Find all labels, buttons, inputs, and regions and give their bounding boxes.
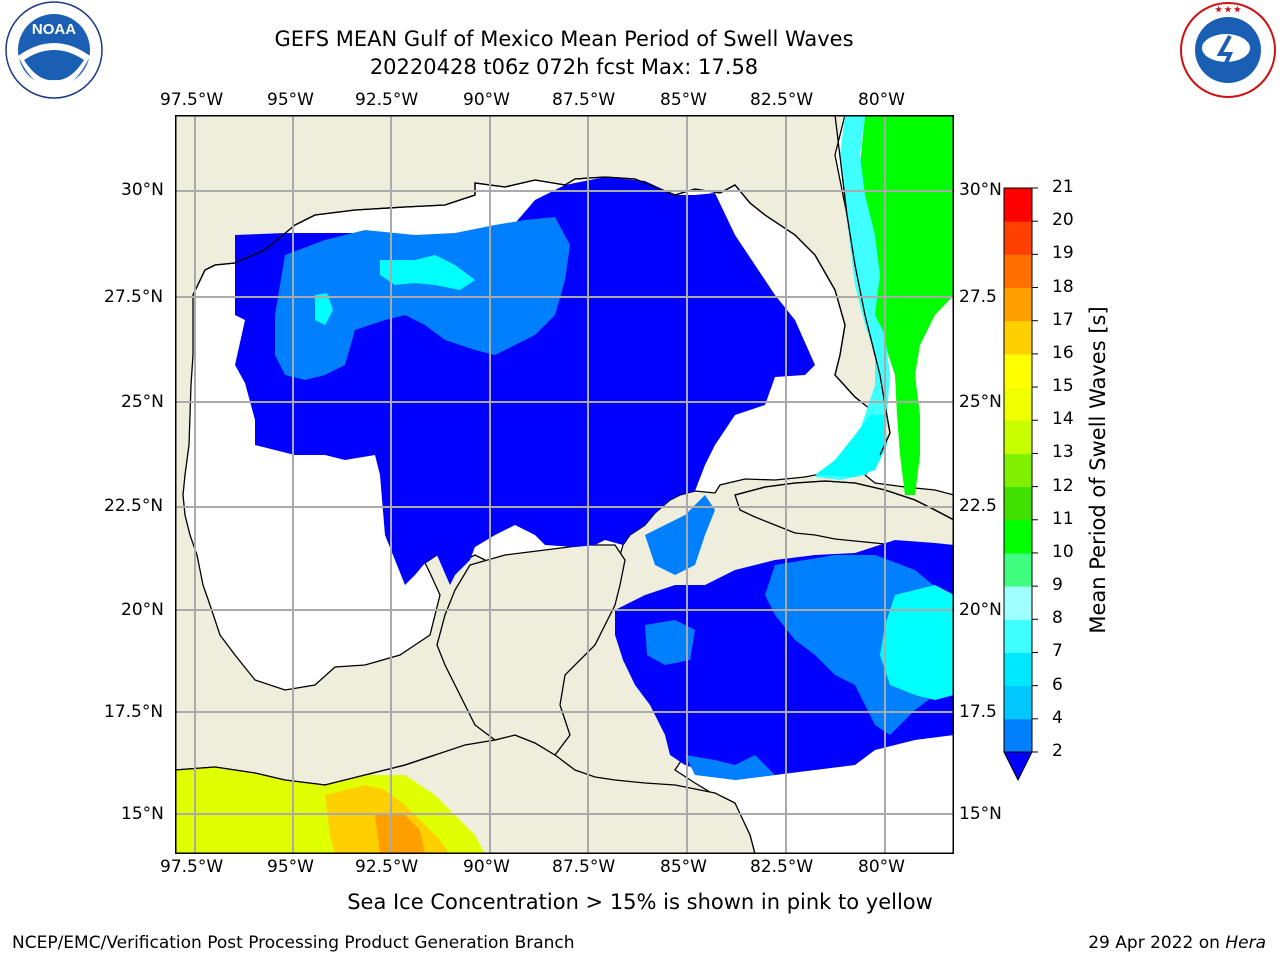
colorbar-tick-label: 14 [1052, 409, 1074, 430]
noaa-logo: NOAA [5, 1, 103, 99]
colorbar-tick-label: 15 [1052, 376, 1074, 397]
lon-label-top: 90°W [463, 90, 510, 110]
lon-label-bottom: 85°W [660, 857, 707, 877]
colorbar-frame [1003, 187, 1033, 753]
colorbar-tick-label: 19 [1052, 243, 1074, 264]
colorbar-tick-label: 16 [1052, 342, 1074, 363]
colorbar-band [1004, 486, 1032, 521]
colorbar-tick-label: 8 [1052, 608, 1063, 629]
colorbar-band [1004, 254, 1032, 289]
colorbar-tick-label: 17 [1052, 309, 1074, 330]
lon-label-top: 97.5°W [160, 90, 224, 110]
lat-label-right: 30°N [959, 180, 1002, 200]
lon-label-bottom: 90°W [463, 857, 510, 877]
lon-label-bottom: 97.5°W [160, 857, 224, 877]
lon-label-bottom: 82.5°W [750, 857, 814, 877]
lat-label-right: 27.5 [959, 287, 997, 307]
colorbar-band [1004, 552, 1032, 587]
credit-text: NCEP/EMC/Verification Post Processing Pr… [12, 933, 575, 953]
colorbar [1003, 187, 1038, 782]
host-label: Hera [1225, 933, 1266, 953]
colorbar-band [1004, 188, 1032, 222]
lat-label-left: 22.5°N [104, 496, 164, 516]
colorbar-band [1004, 287, 1032, 322]
lon-label-top: 85°W [660, 90, 707, 110]
lon-label-top: 95°W [267, 90, 314, 110]
nws-logo: ★ ★ ★ [1180, 2, 1276, 98]
lat-label-left: 30°N [121, 180, 164, 200]
colorbar-tick-label: 2 [1052, 741, 1063, 761]
swell-fill [175, 115, 954, 854]
colorbar-tick-label: 9 [1052, 575, 1063, 596]
colorbar-tick-label: 12 [1052, 475, 1074, 496]
lon-label-bottom: 95°W [267, 857, 314, 877]
colorbar-band [1004, 619, 1032, 653]
map-frame [175, 115, 954, 854]
colorbar-band [1004, 221, 1032, 255]
lat-label-right: 15°N [959, 804, 1002, 824]
graticule [175, 115, 954, 854]
colorbar-band [1004, 519, 1032, 554]
colorbar-tick-label: 11 [1052, 508, 1074, 529]
noaa-logo-text: NOAA [32, 21, 76, 38]
colorbar-label: Mean Period of Swell Waves [s] [1086, 306, 1110, 634]
lat-label-right: 25°N [959, 392, 1002, 412]
lon-label-top: 80°W [858, 90, 905, 110]
lat-label-left: 25°N [121, 392, 164, 412]
sea-ice-note: Sea Ice Concentration > 15% is shown in … [347, 890, 933, 914]
chart-subtitle: 20220428 t06z 072h fcst Max: 17.58 [369, 55, 759, 79]
colorbar-tick-label: 7 [1052, 641, 1063, 662]
lat-label-right: 17.5 [959, 702, 997, 722]
lat-label-left: 20°N [121, 600, 164, 620]
lat-label-left: 15°N [121, 804, 164, 824]
colorbar-band [1004, 420, 1032, 454]
colorbar-band [1004, 652, 1032, 687]
colorbar-extension [1003, 751, 1033, 782]
lat-label-right: 22.5 [959, 496, 997, 516]
colorbar-tick-label: 13 [1052, 442, 1074, 463]
lon-label-top: 82.5°W [750, 90, 814, 110]
colorbar-band [1004, 453, 1032, 488]
lon-label-top: 87.5°W [552, 90, 616, 110]
lon-label-bottom: 92.5°W [355, 857, 419, 877]
gulf-map [175, 115, 954, 854]
footnote-wrap: Sea Ice Concentration > 15% is shown in … [0, 890, 1280, 914]
colorbar-band [1004, 320, 1032, 355]
date-label: 29 Apr 2022 on [1088, 933, 1226, 953]
lon-label-top: 92.5°W [355, 90, 419, 110]
colorbar-band [1004, 353, 1032, 388]
colorbar-tick-label: 18 [1052, 276, 1074, 297]
colorbar-tick-label: 4 [1052, 707, 1063, 728]
colorbar-tick-label: 10 [1052, 541, 1074, 562]
chart-title: GEFS MEAN Gulf of Mexico Mean Period of … [274, 27, 854, 51]
date-text: 29 Apr 2022 on Hera [1088, 933, 1266, 953]
yucatan-land [436, 544, 626, 756]
svg-text:★ ★ ★: ★ ★ ★ [1215, 5, 1242, 14]
colorbar-band [1004, 387, 1032, 421]
colorbar-band [1004, 718, 1032, 753]
lon-label-bottom: 80°W [858, 857, 905, 877]
lat-label-left: 27.5°N [104, 287, 164, 307]
lat-label-right: 20°N [959, 600, 1002, 620]
colorbar-band [1004, 685, 1032, 720]
lat-label-left: 17.5°N [104, 702, 164, 722]
colorbar-tick-label: 20 [1052, 210, 1074, 231]
colorbar-tick-label: 21 [1052, 177, 1074, 197]
lon-label-bottom: 87.5°W [552, 857, 616, 877]
colorbar-band [1004, 586, 1032, 620]
colorbar-tick-label: 6 [1052, 674, 1063, 695]
